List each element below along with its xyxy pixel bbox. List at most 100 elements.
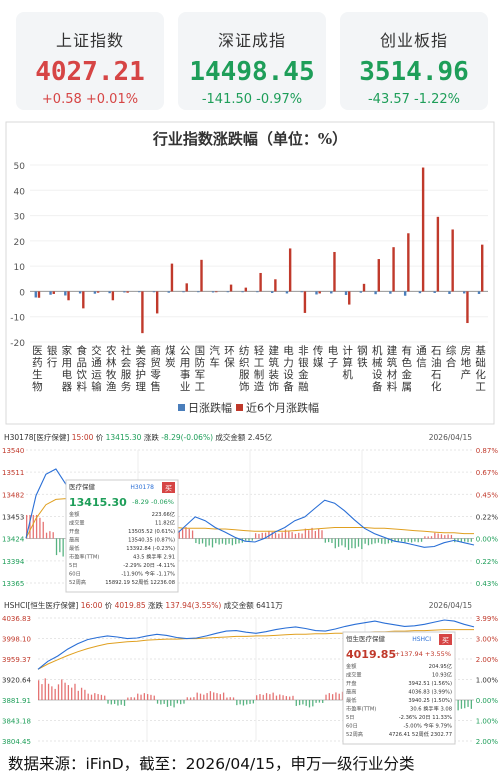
flow-bar	[337, 538, 340, 547]
flow-bar	[191, 530, 194, 539]
flow-bar	[262, 694, 264, 700]
flow-bar	[434, 532, 436, 539]
tooltip-price: 4019.85	[346, 648, 396, 661]
flow-bar	[236, 700, 238, 706]
bar-daily	[211, 291, 215, 293]
category-label: 建筑材料	[387, 344, 398, 393]
tooltip-row-value: 15892.19 52周低 12236.08	[105, 578, 175, 586]
flow-bar	[201, 538, 204, 544]
buy-badge	[439, 634, 452, 645]
tooltip-change: -8.29 -0.06%	[132, 498, 174, 506]
flow-bar	[252, 700, 254, 704]
flow-bar	[282, 695, 284, 700]
bar-six-month	[392, 247, 395, 292]
flow-bar	[107, 700, 109, 704]
flow-bar	[232, 697, 235, 700]
y-right-label: 0.22%	[476, 558, 499, 566]
y-right-label: 2.00%	[476, 738, 499, 746]
flow-bar	[404, 538, 406, 543]
flow-bar	[322, 700, 324, 703]
flow-bar	[74, 683, 76, 700]
flow-bar	[57, 684, 60, 700]
y-tick-label: -20	[10, 339, 25, 349]
flow-bar	[51, 686, 53, 700]
flow-bar	[308, 530, 310, 539]
flow-bar	[351, 538, 353, 549]
y-left-label: 13482	[2, 491, 24, 499]
flow-bar	[176, 700, 179, 704]
buy-badge	[162, 482, 175, 493]
bar-six-month	[229, 284, 233, 292]
index-card[interactable]: 创业板指 3514.96 -43.57 -1.22%	[340, 12, 488, 110]
flow-bar	[444, 535, 446, 539]
flow-bar	[49, 531, 51, 539]
flow-bar	[221, 538, 224, 544]
bar-daily	[300, 291, 303, 293]
y-right-label: 0.00%	[476, 536, 499, 544]
flow-bar	[357, 538, 360, 547]
flow-bar	[222, 692, 225, 700]
flow-bar	[166, 700, 169, 707]
bar-daily	[182, 291, 185, 293]
flow-bar	[180, 700, 182, 705]
index-card[interactable]: 深证成指 14498.45 -141.50 -0.97%	[178, 12, 326, 110]
flow-bar	[268, 530, 270, 539]
flow-bar	[384, 538, 386, 545]
flow-bar	[160, 700, 162, 705]
flow-bar	[185, 527, 187, 539]
category-label: 电子	[328, 344, 339, 369]
flow-bar	[397, 538, 399, 542]
index-change: -141.50 -0.97%	[201, 92, 303, 107]
flow-bar	[64, 682, 66, 700]
category-label: 轻工制造	[254, 344, 265, 393]
flow-bar	[288, 530, 290, 539]
legend-swatch	[178, 404, 185, 411]
bar-six-month	[244, 287, 248, 292]
flow-bar	[347, 538, 350, 550]
category-label: 房地产	[461, 344, 472, 381]
flow-bar	[181, 527, 184, 539]
flow-bar	[120, 700, 122, 705]
flow-bar	[254, 533, 257, 539]
bar-six-month	[82, 291, 85, 309]
index-value: 14498.45	[189, 57, 315, 87]
flow-bar	[248, 538, 250, 541]
flow-bar	[344, 538, 346, 548]
y-left-label: 3804.45	[2, 738, 31, 746]
category-label: 家用电器	[62, 344, 73, 393]
tooltip-row-value: 204.95亿	[429, 662, 452, 670]
index-change: +0.58 +0.01%	[41, 92, 139, 107]
index-card[interactable]: 上证指数 4027.21 +0.58 +0.01%	[16, 12, 164, 110]
flow-bar	[29, 514, 31, 539]
bar-six-month	[436, 216, 440, 292]
flow-bar	[424, 536, 426, 539]
bar-daily	[138, 291, 141, 293]
tooltip-bg	[342, 631, 456, 745]
bar-six-month	[466, 291, 469, 324]
y-left-label: 3843.18	[2, 718, 31, 726]
y-left-label: 13540	[2, 447, 24, 455]
bar-daily	[49, 291, 52, 295]
category-label: 公用事业	[180, 345, 191, 393]
y-right-label: 0.43%	[476, 580, 499, 588]
y-right-label: 3.99%	[476, 615, 499, 623]
flow-bar	[450, 534, 453, 539]
y-tick-label: 40	[14, 187, 26, 197]
flow-bar	[460, 700, 463, 709]
flow-bar	[41, 684, 43, 700]
flow-bar	[137, 693, 139, 700]
flow-bar	[100, 694, 103, 700]
flow-bar	[281, 532, 283, 539]
flow-bar	[430, 536, 433, 539]
flow-bar	[113, 700, 116, 704]
bar-six-month	[170, 263, 174, 292]
bar-six-month	[288, 248, 292, 292]
tooltip-row-value: -2.36% 20日 11.33%	[399, 714, 452, 721]
flow-bar	[130, 697, 132, 700]
flow-bar	[59, 538, 61, 553]
flow-bar	[226, 697, 228, 700]
category-label: 医药生物	[32, 345, 43, 393]
tooltip-bg	[65, 479, 179, 593]
y-tick-label: 20	[14, 238, 26, 248]
flow-bar	[211, 538, 214, 548]
